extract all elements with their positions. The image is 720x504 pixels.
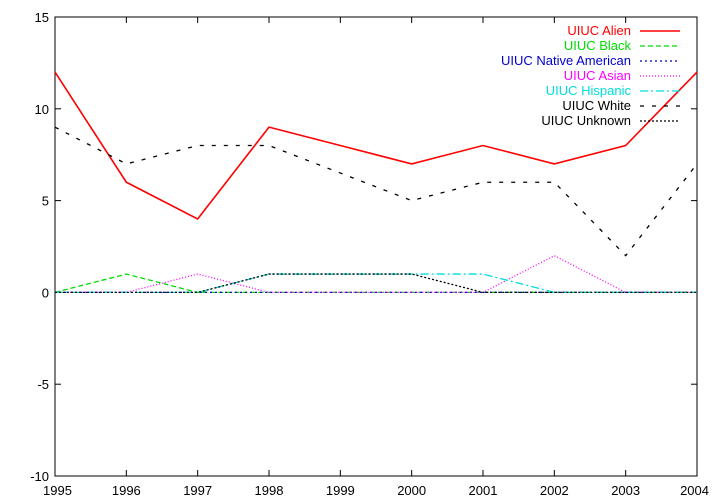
legend-label-uiuc-alien: UIUC Alien	[567, 23, 631, 38]
series-line-uiuc-hispanic	[55, 273, 697, 294]
y-tick-label: 15	[35, 10, 49, 25]
y-axis: 15 10 5 0 -5 -10	[30, 10, 697, 484]
series-lines	[54, 71, 698, 294]
x-tick-label: 1996	[112, 483, 141, 498]
y-tick-label: 0	[42, 285, 49, 300]
x-tick-label: 2001	[469, 483, 498, 498]
x-axis: 1995 1996 1997 1998 1999 2000 2001 2002 2003 2004	[43, 17, 709, 498]
y-tick-label: 10	[35, 102, 49, 117]
legend-label-uiuc-white: UIUC White	[562, 98, 631, 113]
series-line-uiuc-unknown	[55, 273, 697, 294]
x-tick-label: 1999	[326, 483, 355, 498]
legend-label-uiuc-asian: UIUC Asian	[564, 68, 631, 83]
legend-label-uiuc-native-american: UIUC Native American	[501, 53, 631, 68]
series-line-uiuc-alien	[54, 71, 698, 220]
legend-label-uiuc-unknown: UIUC Unknown	[541, 113, 631, 128]
plot-frame	[54, 16, 698, 477]
x-tick-label: 2002	[540, 483, 569, 498]
legend-label-uiuc-hispanic: UIUC Hispanic	[546, 83, 632, 98]
series-line-uiuc-asian	[55, 254, 697, 294]
legend-label-uiuc-black: UIUC Black	[564, 38, 632, 53]
y-tick-label: 5	[42, 194, 49, 209]
series-line-uiuc-white	[54, 126, 698, 257]
x-tick-label: 1997	[183, 483, 212, 498]
x-tick-label: 2003	[611, 483, 640, 498]
y-tick-label: -5	[37, 377, 49, 392]
x-tick-label: 1995	[43, 483, 72, 498]
x-tick-label: 2004	[680, 483, 709, 498]
series-line-uiuc-black	[54, 273, 697, 294]
y-tick-label: -10	[30, 469, 49, 484]
x-tick-label: 1998	[255, 483, 284, 498]
x-tick-label: 2000	[397, 483, 426, 498]
